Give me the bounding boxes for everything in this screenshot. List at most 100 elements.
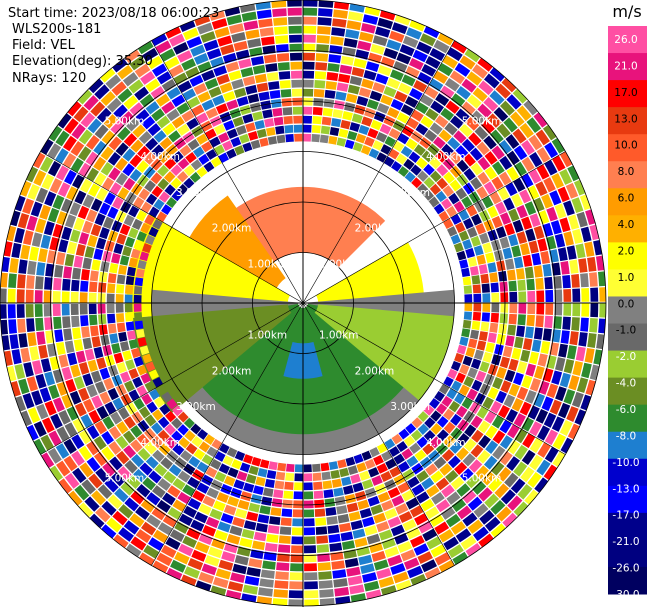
noise-gate xyxy=(79,303,88,315)
noise-gate xyxy=(107,206,119,219)
noise-gate xyxy=(58,478,73,494)
noise-gate xyxy=(124,285,134,295)
noise-gate xyxy=(347,84,360,95)
noise-gate xyxy=(144,234,156,246)
noise-gate xyxy=(304,554,317,563)
noise-gate xyxy=(377,491,391,503)
noise-gate xyxy=(303,464,312,473)
range-label: 5.00km xyxy=(105,115,145,127)
noise-gate xyxy=(71,279,80,292)
noise-gate xyxy=(453,461,468,475)
noise-gate xyxy=(499,236,510,249)
noise-gate xyxy=(508,358,519,372)
noise-gate xyxy=(201,99,215,111)
noise-gate xyxy=(497,467,512,482)
noise-gate xyxy=(133,356,144,367)
noise-gate xyxy=(126,117,140,132)
noise-gate xyxy=(580,317,589,332)
noise-gate xyxy=(162,122,176,136)
noise-gate xyxy=(412,49,428,63)
noise-gate xyxy=(141,116,156,130)
noise-gate xyxy=(455,145,469,159)
noise-gate xyxy=(88,292,97,303)
noise-gate xyxy=(359,31,374,43)
noise-gate xyxy=(368,148,380,159)
noise-gate xyxy=(536,147,551,163)
noise-gate xyxy=(437,33,454,46)
noise-gate xyxy=(63,438,77,455)
noise-gate xyxy=(244,575,260,586)
noise-gate xyxy=(145,101,160,115)
noise-gate xyxy=(442,157,455,171)
noise-gate xyxy=(344,102,356,112)
noise-gate xyxy=(249,102,262,113)
noise-gate xyxy=(527,290,536,303)
noise-gate xyxy=(268,461,278,471)
noise-gate xyxy=(346,502,359,513)
noise-gate xyxy=(101,500,117,516)
noise-gate xyxy=(384,546,400,558)
noise-gate xyxy=(581,303,590,317)
noise-gate xyxy=(397,166,409,177)
noise-gate xyxy=(459,364,470,375)
azimuth-spoke xyxy=(151,302,304,566)
noise-gate xyxy=(410,109,424,122)
noise-gate xyxy=(460,535,477,550)
noise-gate xyxy=(259,27,274,37)
noise-gate xyxy=(552,451,566,467)
noise-gate xyxy=(70,364,81,378)
noise-gate xyxy=(415,123,429,136)
station-label: WLS200s-181 xyxy=(12,22,102,37)
noise-gate xyxy=(230,572,246,583)
noise-gate xyxy=(214,529,229,542)
noise-gate xyxy=(391,22,408,35)
noise-gate xyxy=(506,166,520,181)
noise-gate xyxy=(281,508,293,517)
noise-gate xyxy=(63,455,78,472)
noise-gate xyxy=(95,507,111,523)
noise-gate xyxy=(115,210,127,223)
noise-gate xyxy=(71,450,85,466)
noise-gate xyxy=(290,563,303,572)
noise-gate xyxy=(239,537,253,548)
noise-gate xyxy=(495,83,511,99)
noise-gate xyxy=(170,177,182,189)
noise-gate xyxy=(138,188,150,201)
noise-gate xyxy=(167,507,182,520)
noise-gate xyxy=(166,398,178,410)
noise-gate xyxy=(470,162,484,176)
noise-gate xyxy=(352,142,363,152)
noise-gate xyxy=(129,102,144,117)
noise-gate xyxy=(78,129,93,145)
noise-gate xyxy=(115,303,124,313)
noise-gate xyxy=(509,291,518,303)
noise-gate xyxy=(525,228,536,242)
noise-gate xyxy=(517,483,533,500)
noise-gate xyxy=(576,211,588,228)
noise-gate xyxy=(124,497,139,512)
noise-gate xyxy=(525,363,537,377)
noise-gate xyxy=(190,423,202,435)
noise-gate xyxy=(463,285,472,294)
noise-gate xyxy=(384,136,396,148)
noise-gate xyxy=(499,435,513,450)
noise-gate xyxy=(74,484,90,501)
noise-gate xyxy=(358,87,372,98)
noise-gate xyxy=(544,315,553,329)
noise-gate xyxy=(282,499,293,508)
noise-gate xyxy=(115,157,128,171)
noise-gate xyxy=(363,580,380,592)
noise-gate xyxy=(165,537,181,551)
noise-gate xyxy=(340,55,355,66)
noise-gate xyxy=(369,446,380,458)
noise-gate xyxy=(419,33,436,47)
noise-gate xyxy=(407,476,420,489)
nrays-label: NRays: 120 xyxy=(12,71,87,86)
noise-gate xyxy=(128,389,140,402)
noise-gate xyxy=(116,274,126,285)
noise-gate xyxy=(169,529,185,543)
noise-gate xyxy=(463,311,473,320)
noise-gate xyxy=(523,100,538,116)
noise-gate xyxy=(137,433,150,447)
noise-gate xyxy=(265,127,276,137)
